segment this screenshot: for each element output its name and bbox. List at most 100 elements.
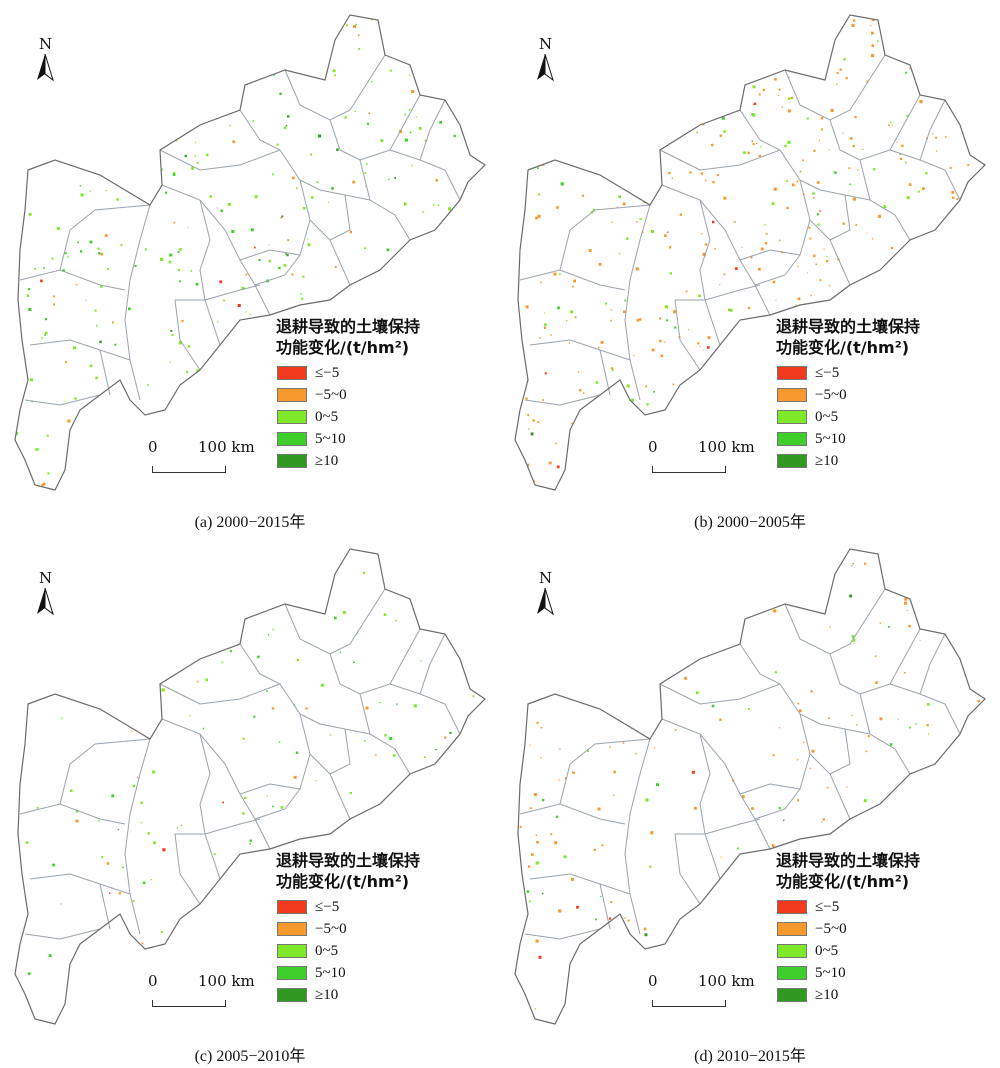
legend-swatch (277, 366, 307, 380)
change-pixel (533, 793, 537, 797)
change-pixel (656, 783, 659, 787)
change-pixel (734, 54, 738, 58)
change-pixel (636, 221, 638, 223)
change-pixel (443, 478, 446, 481)
change-pixel (779, 240, 781, 242)
change-pixel (866, 80, 869, 83)
region-map (514, 548, 986, 1025)
change-pixel (87, 71, 89, 73)
change-pixel (669, 598, 671, 601)
change-pixel (643, 433, 644, 435)
change-pixel (871, 44, 875, 47)
change-pixel (300, 293, 302, 295)
change-pixel (667, 231, 669, 233)
change-pixel (55, 673, 58, 676)
change-pixel (965, 126, 970, 130)
change-pixel (119, 387, 121, 390)
change-pixel (626, 384, 630, 388)
change-pixel (73, 346, 77, 350)
change-pixel (354, 110, 356, 112)
change-pixel (23, 153, 26, 156)
change-pixel (127, 16, 131, 20)
change-pixel (528, 428, 530, 430)
legend-item: 0~5 (277, 940, 486, 962)
change-pixel (891, 26, 894, 29)
legend-swatch (277, 900, 307, 914)
change-pixel (44, 334, 46, 336)
county-boundary (419, 99, 446, 161)
change-pixel (77, 241, 79, 244)
change-pixel (842, 222, 845, 225)
change-pixel (371, 80, 373, 83)
change-pixel (939, 812, 942, 816)
legend-swatch (777, 988, 807, 1002)
change-pixel (461, 784, 464, 787)
change-pixel (823, 248, 825, 250)
change-pixel (819, 279, 822, 282)
county-boundary (659, 683, 781, 705)
change-pixel (922, 187, 925, 190)
legend-label: 0~5 (815, 942, 839, 959)
change-pixel (813, 149, 816, 152)
change-pixel (560, 182, 564, 186)
change-pixel (352, 180, 356, 184)
change-pixel (845, 77, 848, 80)
county-boundary (754, 254, 801, 286)
change-pixel (784, 15, 787, 18)
change-pixel (176, 827, 179, 829)
change-pixel (546, 31, 548, 33)
change-pixel (627, 606, 629, 608)
change-pixel (396, 703, 398, 705)
change-pixel (607, 598, 609, 601)
change-pixel (366, 122, 369, 125)
change-pixel (62, 269, 65, 272)
change-pixel (211, 113, 214, 116)
change-pixel (411, 164, 413, 167)
change-pixel (537, 214, 541, 218)
change-pixel (463, 48, 466, 51)
change-pixel (952, 576, 955, 579)
change-pixel (472, 695, 475, 698)
change-pixel (413, 276, 416, 279)
change-pixel (267, 634, 270, 636)
legend-label: ≥10 (315, 986, 339, 1003)
change-pixel (867, 735, 870, 738)
change-pixel (144, 130, 147, 133)
legend-swatch (777, 966, 807, 980)
change-pixel (816, 213, 819, 216)
change-pixel (74, 71, 77, 74)
change-pixel (635, 267, 639, 271)
change-pixel (740, 946, 742, 948)
change-pixel (959, 51, 961, 53)
change-pixel (353, 25, 357, 28)
county-boundary (19, 803, 126, 825)
change-pixel (430, 43, 433, 46)
change-pixel (334, 20, 337, 23)
north-arrow-icon (37, 53, 54, 82)
change-pixel (956, 198, 959, 201)
change-pixel (64, 401, 66, 403)
change-pixel (826, 256, 828, 257)
change-pixel (60, 717, 63, 720)
change-pixel (272, 30, 275, 33)
change-pixel (747, 708, 750, 711)
county-boundary (739, 219, 811, 261)
change-pixel (22, 373, 26, 376)
change-pixel (775, 299, 777, 301)
change-pixel (334, 616, 337, 620)
county-boundary (99, 349, 111, 396)
change-pixel (671, 177, 673, 179)
change-pixel (980, 174, 984, 177)
change-pixel (106, 862, 110, 865)
change-pixel (767, 375, 770, 378)
change-pixel (141, 942, 144, 945)
change-pixel (616, 994, 618, 997)
change-pixel (807, 272, 809, 274)
change-pixel (287, 239, 290, 242)
change-pixel (963, 472, 966, 475)
change-pixel (540, 281, 542, 284)
change-pixel (213, 386, 215, 388)
change-pixel (160, 931, 163, 933)
change-pixel (721, 116, 725, 120)
change-pixel (757, 887, 760, 889)
